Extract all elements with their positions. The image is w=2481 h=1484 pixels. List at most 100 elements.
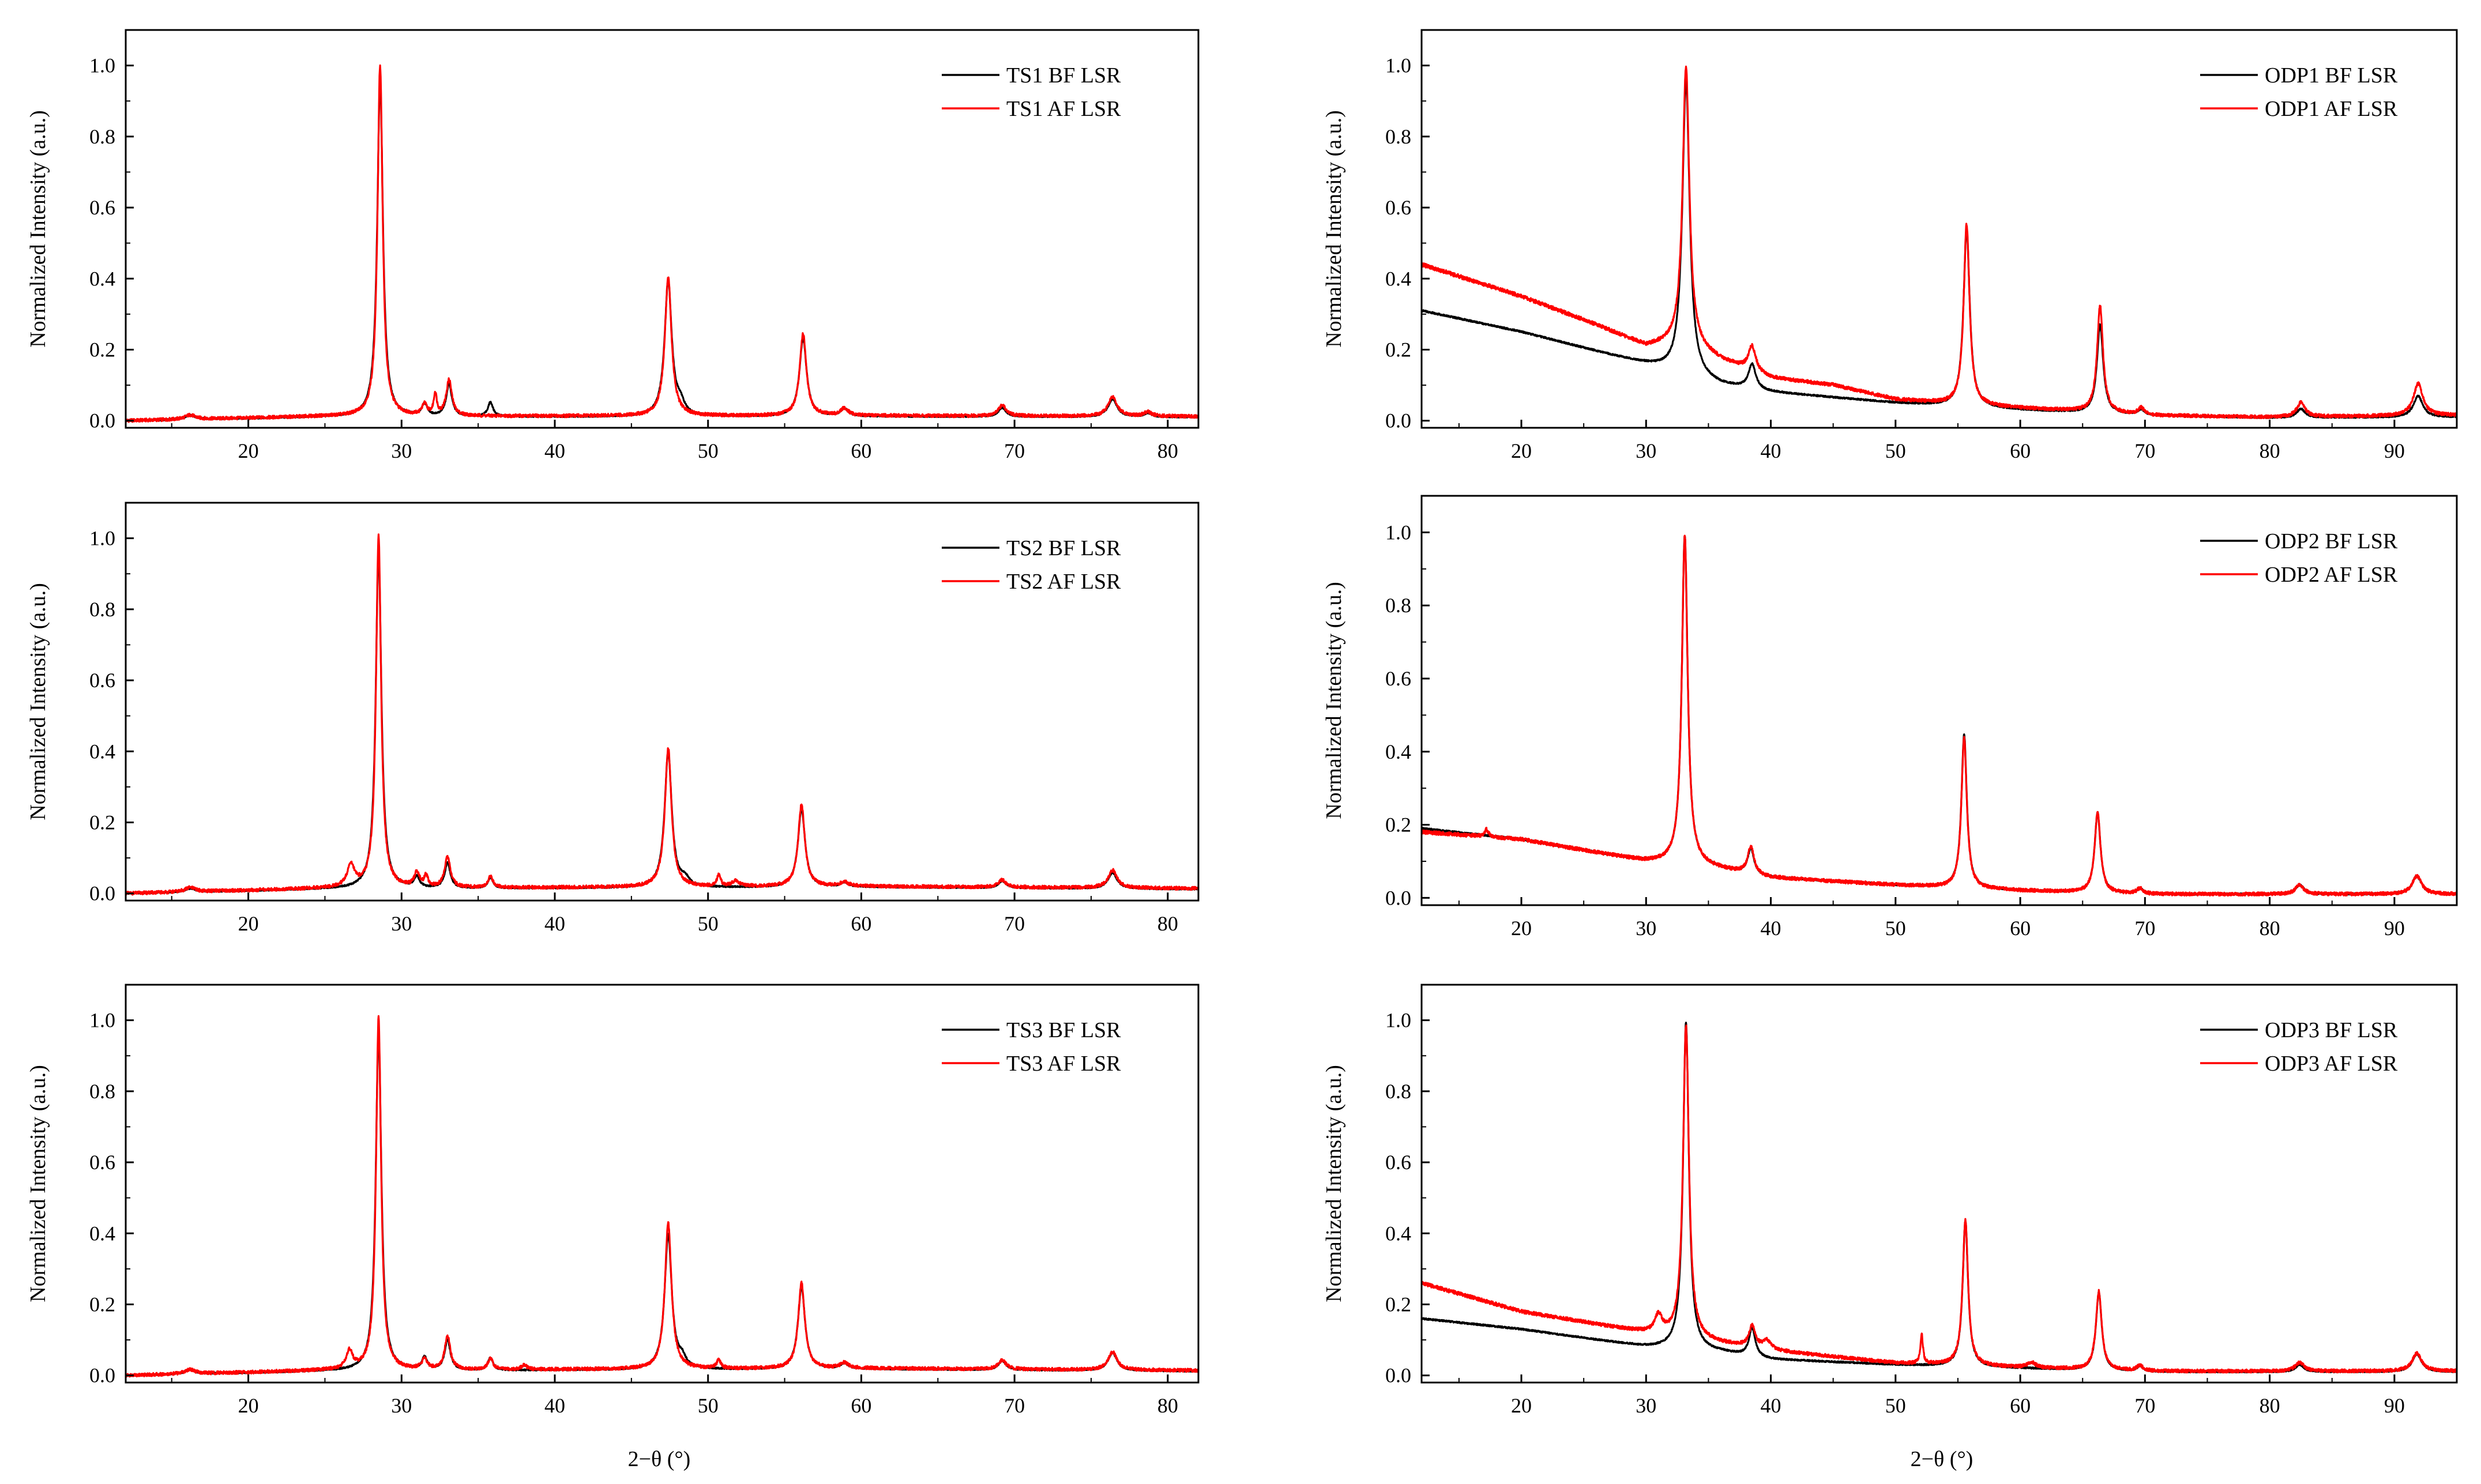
- series-layer: [1422, 534, 2457, 897]
- y-tick-label-3: 0.6: [1385, 667, 1411, 690]
- x-tick-label-30: 30: [1636, 439, 1656, 462]
- plot-frame: [1420, 984, 2458, 1384]
- y-tick-label-4: 0.8: [89, 1080, 115, 1103]
- x-tick-label-60: 60: [851, 1394, 871, 1417]
- x-tick-label-60: 60: [851, 912, 871, 935]
- x-axis-title-right: 2−θ (°): [1911, 1447, 1973, 1471]
- x-tick-label-40: 40: [544, 439, 565, 462]
- x-tick-label-50: 50: [1885, 917, 1906, 940]
- series-line-ts2-af-lsr: [126, 533, 1198, 896]
- x-tick-label-60: 60: [2010, 1394, 2031, 1417]
- x-tick-label-30: 30: [1636, 1394, 1656, 1417]
- series-layer: [126, 64, 1198, 423]
- y-axis-title: Normalized Intensity (a.u.): [1322, 110, 1346, 348]
- x-tick-label-70: 70: [2134, 439, 2155, 462]
- y-tick-label-2: 0.4: [89, 740, 115, 763]
- x-tick-label-30: 30: [391, 1394, 412, 1417]
- x-tick-label-40: 40: [1761, 917, 1781, 940]
- y-axis-title: Normalized Intensity (a.u.): [1322, 582, 1346, 819]
- y-tick-label-3: 0.6: [89, 669, 115, 692]
- x-tick-label-40: 40: [544, 1394, 565, 1417]
- series-line-odp2-af-lsr: [1422, 534, 2457, 897]
- y-tick-label-5: 1.0: [1385, 521, 1411, 544]
- x-tick-label-20: 20: [1511, 1394, 1532, 1417]
- x-tick-label-70: 70: [2134, 917, 2155, 940]
- legend-label-0: ODP3 BF LSR: [2265, 1018, 2398, 1042]
- x-tick-label-80: 80: [2260, 917, 2280, 940]
- y-tick-label-0: 0.0: [1385, 886, 1411, 909]
- chart-ts3: 20 30 40 50 60 70 80 0.0 0.2 0.4 0.6 0.8 1.0 Normaliz…: [26, 984, 1200, 1417]
- legend-label-1: TS2 AF LSR: [1006, 570, 1121, 594]
- y-tick-label-0: 0.0: [89, 882, 115, 905]
- y-tick-label-4: 0.8: [1385, 594, 1411, 617]
- chart-ts2: 20 30 40 50 60 70 80 0.0 0.2 0.4 0.6 0.8 1.0 Normaliz…: [26, 502, 1200, 935]
- x-tick-label-20: 20: [238, 912, 259, 935]
- x-tick-label-20: 20: [1511, 917, 1532, 940]
- y-tick-label-2: 0.4: [1385, 267, 1411, 290]
- series-line-ts1-af-lsr: [126, 64, 1198, 423]
- plot-frame: [125, 29, 1200, 429]
- x-tick-label-20: 20: [238, 439, 259, 462]
- y-tick-label-1: 0.2: [1385, 338, 1411, 361]
- x-tick-label-80: 80: [2260, 1394, 2280, 1417]
- series-line-ts3-af-lsr: [126, 1015, 1198, 1378]
- y-axis-title: Normalized Intensity (a.u.): [26, 110, 50, 348]
- legend-label-1: ODP2 AF LSR: [2265, 563, 2398, 587]
- x-tick-label-90: 90: [2384, 917, 2405, 940]
- x-tick-label-20: 20: [238, 1394, 259, 1417]
- y-tick-label-4: 0.8: [1385, 125, 1411, 148]
- legend-label-1: TS1 AF LSR: [1006, 97, 1121, 121]
- chart-ts1: 20 30 40 50 60 70 80 0.0 0.2 0.4 0.6 0.8 1.0 Normaliz…: [26, 29, 1200, 462]
- y-tick-label-4: 0.8: [1385, 1080, 1411, 1103]
- x-tick-label-60: 60: [2010, 917, 2031, 940]
- legend-label-1: TS3 AF LSR: [1006, 1052, 1121, 1076]
- x-tick-label-30: 30: [391, 912, 412, 935]
- y-tick-label-0: 0.0: [89, 409, 115, 432]
- series-line-odp1-bf-lsr: [1422, 79, 2457, 419]
- legend-label-1: ODP3 AF LSR: [2265, 1052, 2398, 1076]
- chart-odp1: 20 30 40 50 60 70 80 90 0.0 0.2 0.4 0.6 0.8 1.0 Normal…: [1322, 29, 2458, 462]
- x-tick-label-70: 70: [2134, 1394, 2155, 1417]
- x-tick-label-80: 80: [1157, 912, 1178, 935]
- x-tick-label-80: 80: [2260, 439, 2280, 462]
- y-axis-title: Normalized Intensity (a.u.): [26, 583, 50, 820]
- x-tick-label-70: 70: [1004, 1394, 1025, 1417]
- y-axis-title: Normalized Intensity (a.u.): [26, 1065, 50, 1302]
- y-tick-label-3: 0.6: [89, 196, 115, 219]
- series-line-odp3-af-lsr: [1422, 1025, 2457, 1374]
- panels-layer: 20 30 40 50 60 70 80 0.0 0.2 0.4 0.6 0.8 1.0 Normaliz…: [26, 29, 2458, 1417]
- y-tick-label-4: 0.8: [89, 125, 115, 148]
- y-tick-label-1: 0.2: [89, 338, 115, 361]
- y-tick-label-4: 0.8: [89, 598, 115, 621]
- y-tick-label-5: 1.0: [89, 527, 115, 550]
- series-line-odp1-af-lsr: [1422, 65, 2457, 419]
- legend-label-0: TS2 BF LSR: [1006, 536, 1121, 560]
- x-tick-label-30: 30: [1636, 917, 1656, 940]
- legend-label-0: ODP2 BF LSR: [2265, 529, 2398, 553]
- y-tick-label-1: 0.2: [89, 811, 115, 834]
- chart-odp3: 20 30 40 50 60 70 80 90 0.0 0.2 0.4 0.6 0.8 1.0 Normal…: [1322, 984, 2458, 1417]
- x-tick-label-40: 40: [1761, 439, 1781, 462]
- legend-label-1: ODP1 AF LSR: [2265, 97, 2398, 121]
- legend-label-0: TS1 BF LSR: [1006, 63, 1121, 88]
- x-tick-label-30: 30: [391, 439, 412, 462]
- x-tick-label-70: 70: [1004, 912, 1025, 935]
- y-tick-label-1: 0.2: [1385, 813, 1411, 837]
- y-tick-label-2: 0.4: [1385, 740, 1411, 763]
- y-tick-label-3: 0.6: [1385, 196, 1411, 219]
- y-tick-label-0: 0.0: [89, 1364, 115, 1387]
- y-axis-title: Normalized Intensity (a.u.): [1322, 1065, 1346, 1302]
- x-tick-label-60: 60: [2010, 439, 2031, 462]
- y-tick-label-5: 1.0: [1385, 1009, 1411, 1032]
- x-axis-title-left: 2−θ (°): [628, 1447, 691, 1471]
- y-tick-label-5: 1.0: [89, 54, 115, 77]
- y-tick-label-3: 0.6: [89, 1151, 115, 1174]
- y-tick-label-2: 0.4: [89, 267, 115, 290]
- series-layer: [126, 1015, 1198, 1378]
- x-tick-label-80: 80: [1157, 1394, 1178, 1417]
- plot-frame: [1420, 495, 2458, 906]
- x-tick-label-80: 80: [1157, 439, 1178, 462]
- x-tick-label-50: 50: [1885, 1394, 1906, 1417]
